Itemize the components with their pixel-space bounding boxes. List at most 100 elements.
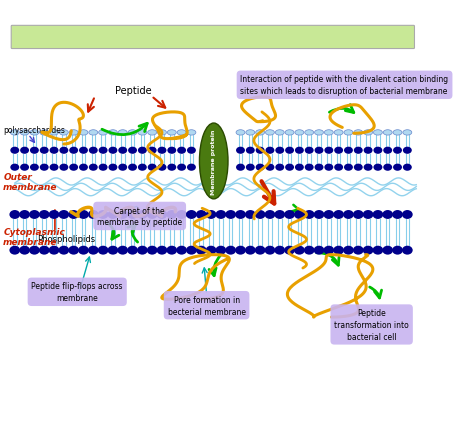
Ellipse shape <box>78 211 89 219</box>
Ellipse shape <box>166 246 177 255</box>
Ellipse shape <box>79 147 88 155</box>
Ellipse shape <box>314 211 324 219</box>
Ellipse shape <box>284 246 295 255</box>
Ellipse shape <box>50 131 58 136</box>
Ellipse shape <box>176 246 187 255</box>
Ellipse shape <box>315 164 323 171</box>
Ellipse shape <box>128 164 137 171</box>
Ellipse shape <box>79 131 88 136</box>
Ellipse shape <box>206 211 217 219</box>
Ellipse shape <box>255 131 264 136</box>
Ellipse shape <box>127 211 138 219</box>
Ellipse shape <box>187 147 196 155</box>
Ellipse shape <box>225 246 236 255</box>
Ellipse shape <box>148 164 156 171</box>
Ellipse shape <box>19 211 30 219</box>
Ellipse shape <box>264 246 275 255</box>
Ellipse shape <box>148 131 156 136</box>
Ellipse shape <box>274 246 285 255</box>
Ellipse shape <box>99 164 108 171</box>
Ellipse shape <box>167 131 176 136</box>
Ellipse shape <box>187 164 196 171</box>
Ellipse shape <box>177 131 186 136</box>
Ellipse shape <box>246 147 255 155</box>
Ellipse shape <box>383 246 393 255</box>
Ellipse shape <box>40 131 49 136</box>
Ellipse shape <box>374 131 383 136</box>
Ellipse shape <box>295 147 304 155</box>
Ellipse shape <box>374 147 383 155</box>
Ellipse shape <box>138 131 147 136</box>
Ellipse shape <box>246 131 255 136</box>
Text: Pore formation in
becterial membrane: Pore formation in becterial membrane <box>168 295 246 316</box>
Ellipse shape <box>265 164 274 171</box>
Ellipse shape <box>392 246 403 255</box>
Ellipse shape <box>354 131 363 136</box>
Ellipse shape <box>364 147 373 155</box>
Ellipse shape <box>403 164 412 171</box>
Text: Interaction of peptide with the divalent cation binding
sites which leads to dis: Interaction of peptide with the divalent… <box>240 75 448 96</box>
Ellipse shape <box>255 246 265 255</box>
Ellipse shape <box>68 211 79 219</box>
Ellipse shape <box>58 211 69 219</box>
Ellipse shape <box>354 164 363 171</box>
Ellipse shape <box>402 246 413 255</box>
Ellipse shape <box>59 131 68 136</box>
Ellipse shape <box>40 147 49 155</box>
Ellipse shape <box>108 246 118 255</box>
Ellipse shape <box>98 211 109 219</box>
Ellipse shape <box>354 147 363 155</box>
Ellipse shape <box>9 246 20 255</box>
Ellipse shape <box>403 131 412 136</box>
Ellipse shape <box>186 211 197 219</box>
Ellipse shape <box>30 164 39 171</box>
Ellipse shape <box>20 131 29 136</box>
Ellipse shape <box>69 147 78 155</box>
Ellipse shape <box>200 124 228 199</box>
Ellipse shape <box>343 246 354 255</box>
Ellipse shape <box>255 147 264 155</box>
Ellipse shape <box>344 164 353 171</box>
Ellipse shape <box>364 164 373 171</box>
Ellipse shape <box>19 246 30 255</box>
Ellipse shape <box>138 147 147 155</box>
Ellipse shape <box>29 246 40 255</box>
Ellipse shape <box>186 246 197 255</box>
Ellipse shape <box>305 131 314 136</box>
Ellipse shape <box>305 147 314 155</box>
Ellipse shape <box>294 211 305 219</box>
Text: Phospholipids: Phospholipids <box>37 234 95 244</box>
Ellipse shape <box>236 147 245 155</box>
Ellipse shape <box>236 164 245 171</box>
Ellipse shape <box>343 211 354 219</box>
Ellipse shape <box>109 147 118 155</box>
Ellipse shape <box>29 211 40 219</box>
Ellipse shape <box>167 147 176 155</box>
Ellipse shape <box>373 246 383 255</box>
Ellipse shape <box>156 246 167 255</box>
Ellipse shape <box>265 147 274 155</box>
Ellipse shape <box>323 246 334 255</box>
Ellipse shape <box>235 246 246 255</box>
Ellipse shape <box>246 164 255 171</box>
Ellipse shape <box>118 147 127 155</box>
Ellipse shape <box>156 211 167 219</box>
Ellipse shape <box>216 211 226 219</box>
Ellipse shape <box>49 211 59 219</box>
Ellipse shape <box>324 147 333 155</box>
Ellipse shape <box>265 131 274 136</box>
Ellipse shape <box>373 211 383 219</box>
Ellipse shape <box>403 147 412 155</box>
Ellipse shape <box>78 246 89 255</box>
Ellipse shape <box>177 164 186 171</box>
Ellipse shape <box>40 164 49 171</box>
Ellipse shape <box>363 211 374 219</box>
Ellipse shape <box>383 164 392 171</box>
Ellipse shape <box>50 164 58 171</box>
Ellipse shape <box>69 131 78 136</box>
Ellipse shape <box>315 131 323 136</box>
Ellipse shape <box>177 147 186 155</box>
Ellipse shape <box>264 211 275 219</box>
Ellipse shape <box>305 164 314 171</box>
Ellipse shape <box>109 164 118 171</box>
